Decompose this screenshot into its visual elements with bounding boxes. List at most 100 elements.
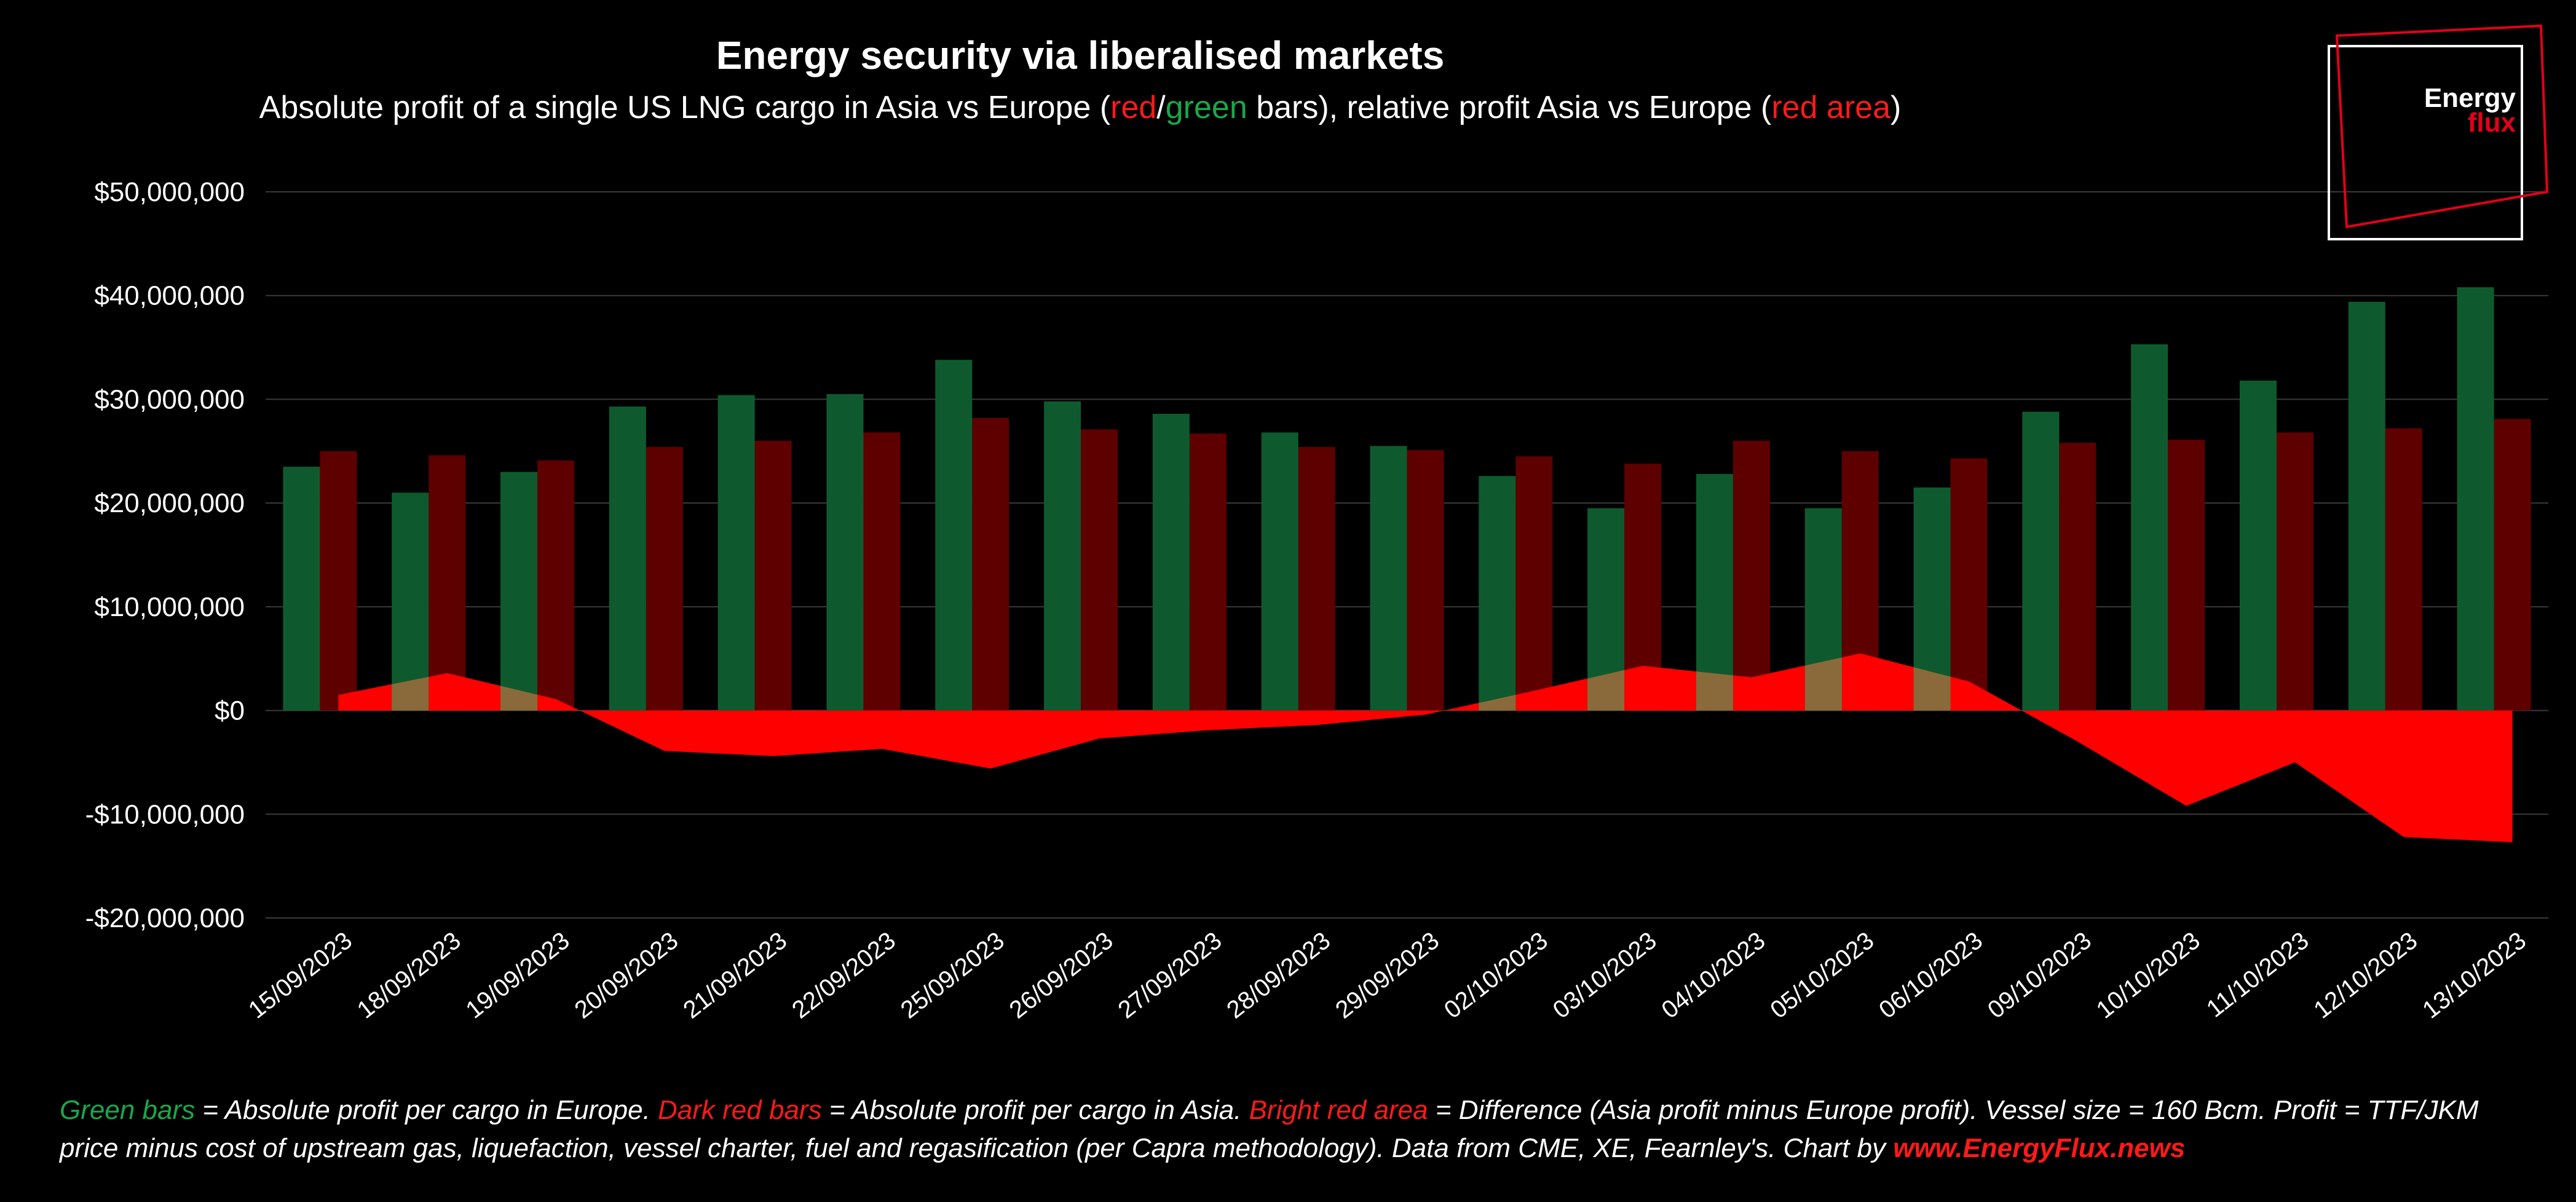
asia-bar: [320, 451, 357, 711]
logo-word-flux: flux: [2468, 108, 2516, 138]
europe-bar: [1696, 473, 1733, 711]
chart-subtitle: Absolute profit of a single US LNG cargo…: [259, 90, 1902, 125]
europe-bar: [2239, 381, 2277, 711]
subtitle-slash: /: [1156, 90, 1166, 125]
y-tick-label: $10,000,000: [94, 592, 245, 622]
chart-footnote: Green bars = Absolute profit per cargo i…: [60, 1091, 2543, 1168]
footnote-dark-red-label: Dark red bars: [658, 1095, 822, 1125]
europe-bar: [935, 360, 973, 711]
y-tick-label: $30,000,000: [94, 384, 245, 414]
footnote-green-label: Green bars: [60, 1095, 196, 1125]
logo-red-frame: [2335, 24, 2549, 229]
asia-bar: [754, 440, 792, 711]
energyflux-logo: Energy flux: [2328, 24, 2549, 240]
overlap-patch: [1479, 695, 1516, 711]
subtitle-part3: ): [1891, 90, 1901, 125]
asia-bar: [972, 417, 1009, 711]
europe-bar: [500, 472, 538, 711]
asia-bar: [537, 460, 575, 711]
asia-bar: [2276, 432, 2313, 711]
overlap-layer: [392, 657, 1951, 711]
difference-area-shape: [338, 653, 2513, 842]
x-axis-ticks: 15/09/202318/09/202319/09/202320/09/2023…: [243, 927, 2531, 1024]
y-axis-ticks: $50,000,000 $40,000,000 $30,000,000 $20,000…: [85, 177, 245, 933]
asia-bar: [429, 455, 466, 711]
x-tick-label: 13/10/2023: [2417, 927, 2531, 1024]
x-tick-label: 03/10/2023: [1548, 927, 1662, 1024]
x-tick-label: 29/09/2023: [1330, 927, 1444, 1024]
asia-bar: [863, 432, 901, 711]
footnote-bright-red-text: = Difference (Asia profit minus Europe p…: [60, 1095, 2479, 1163]
x-tick-label: 12/10/2023: [2309, 927, 2422, 1024]
subtitle-red-area-word: red area: [1771, 90, 1891, 125]
europe-bar: [1479, 476, 1516, 711]
x-tick-label: 11/10/2023: [2202, 927, 2314, 1022]
y-tick-label: $40,000,000: [94, 281, 245, 311]
logo-white-frame: [2328, 45, 2523, 240]
asia-bar: [1407, 450, 1444, 711]
europe-bar: [1261, 432, 1298, 711]
europe-bar: [2457, 287, 2494, 711]
europe-bar: [1370, 446, 1407, 711]
difference-area: [338, 653, 2513, 842]
asia-bar: [2385, 428, 2422, 711]
footnote-bright-red-label: Bright red area: [1249, 1095, 1428, 1125]
y-tick-label: $20,000,000: [94, 488, 245, 518]
asia-bar: [2059, 443, 2096, 711]
chart-title: Energy security via liberalised markets: [716, 33, 1445, 77]
europe-bar: [1044, 401, 1081, 711]
europe-bar: [392, 492, 429, 711]
x-tick-label: 19/09/2023: [461, 927, 575, 1024]
x-tick-label: 27/09/2023: [1113, 927, 1227, 1024]
overlap-patch: [1587, 670, 1625, 711]
asia-bar: [1515, 456, 1553, 711]
europe-bar: [283, 467, 320, 711]
x-tick-label: 25/09/2023: [896, 927, 1009, 1024]
europe-bars: [283, 287, 2494, 711]
asia-bar: [1189, 433, 1227, 711]
x-tick-label: 21/09/2023: [678, 927, 792, 1024]
asia-bar: [1298, 447, 1335, 711]
x-tick-label: 04/10/2023: [1657, 927, 1771, 1024]
x-tick-label: 20/09/2023: [570, 927, 684, 1024]
overlap-patch: [500, 686, 538, 711]
x-tick-label: 15/09/2023: [243, 927, 357, 1024]
overlap-patch: [1696, 671, 1733, 711]
y-tick-label: $0: [215, 696, 245, 726]
x-tick-label: 09/10/2023: [1983, 927, 2096, 1024]
subtitle-red-word: red: [1110, 90, 1156, 125]
overlap-patch: [1804, 657, 1842, 711]
subtitle-part2: bars), relative profit Asia vs Europe (: [1247, 90, 1772, 125]
footnote-url-link[interactable]: www.EnergyFlux.news: [1893, 1133, 2186, 1163]
y-tick-label: -$20,000,000: [85, 903, 245, 933]
asia-bar: [1950, 458, 1988, 711]
europe-bar: [609, 406, 646, 711]
europe-bar: [717, 395, 755, 711]
x-tick-label: 26/09/2023: [1005, 927, 1118, 1024]
overlap-patch: [1913, 667, 1951, 711]
x-tick-label: 05/10/2023: [1765, 927, 1879, 1024]
asia-bar: [1732, 440, 1770, 711]
subtitle-part1: Absolute profit of a single US LNG cargo…: [259, 90, 1111, 125]
x-tick-label: 10/10/2023: [2092, 927, 2205, 1024]
logo-word-energy: Energy: [2424, 83, 2516, 113]
footnote-dark-red-text: = Absolute profit per cargo in Asia.: [821, 1095, 1249, 1125]
europe-bar: [2131, 344, 2168, 711]
asia-bar: [2494, 419, 2531, 711]
x-tick-label: 02/10/2023: [1439, 927, 1553, 1024]
asia-bar: [2168, 440, 2205, 711]
x-tick-label: 06/10/2023: [1874, 927, 1988, 1024]
europe-bar: [2022, 411, 2060, 711]
asia-bars: [320, 417, 2531, 711]
x-tick-label: 28/09/2023: [1222, 927, 1335, 1024]
europe-bar: [2348, 301, 2385, 711]
x-tick-label: 22/09/2023: [787, 927, 901, 1024]
overlap-patch: [392, 676, 429, 711]
asia-bar: [646, 447, 683, 711]
footnote-green-text: = Absolute profit per cargo in Europe.: [195, 1095, 658, 1125]
y-tick-label: $50,000,000: [94, 177, 245, 207]
x-tick-label: 18/09/2023: [352, 927, 466, 1024]
y-tick-label: -$10,000,000: [85, 799, 245, 829]
subtitle-green-word: green: [1166, 90, 1247, 125]
europe-bar: [826, 393, 864, 711]
